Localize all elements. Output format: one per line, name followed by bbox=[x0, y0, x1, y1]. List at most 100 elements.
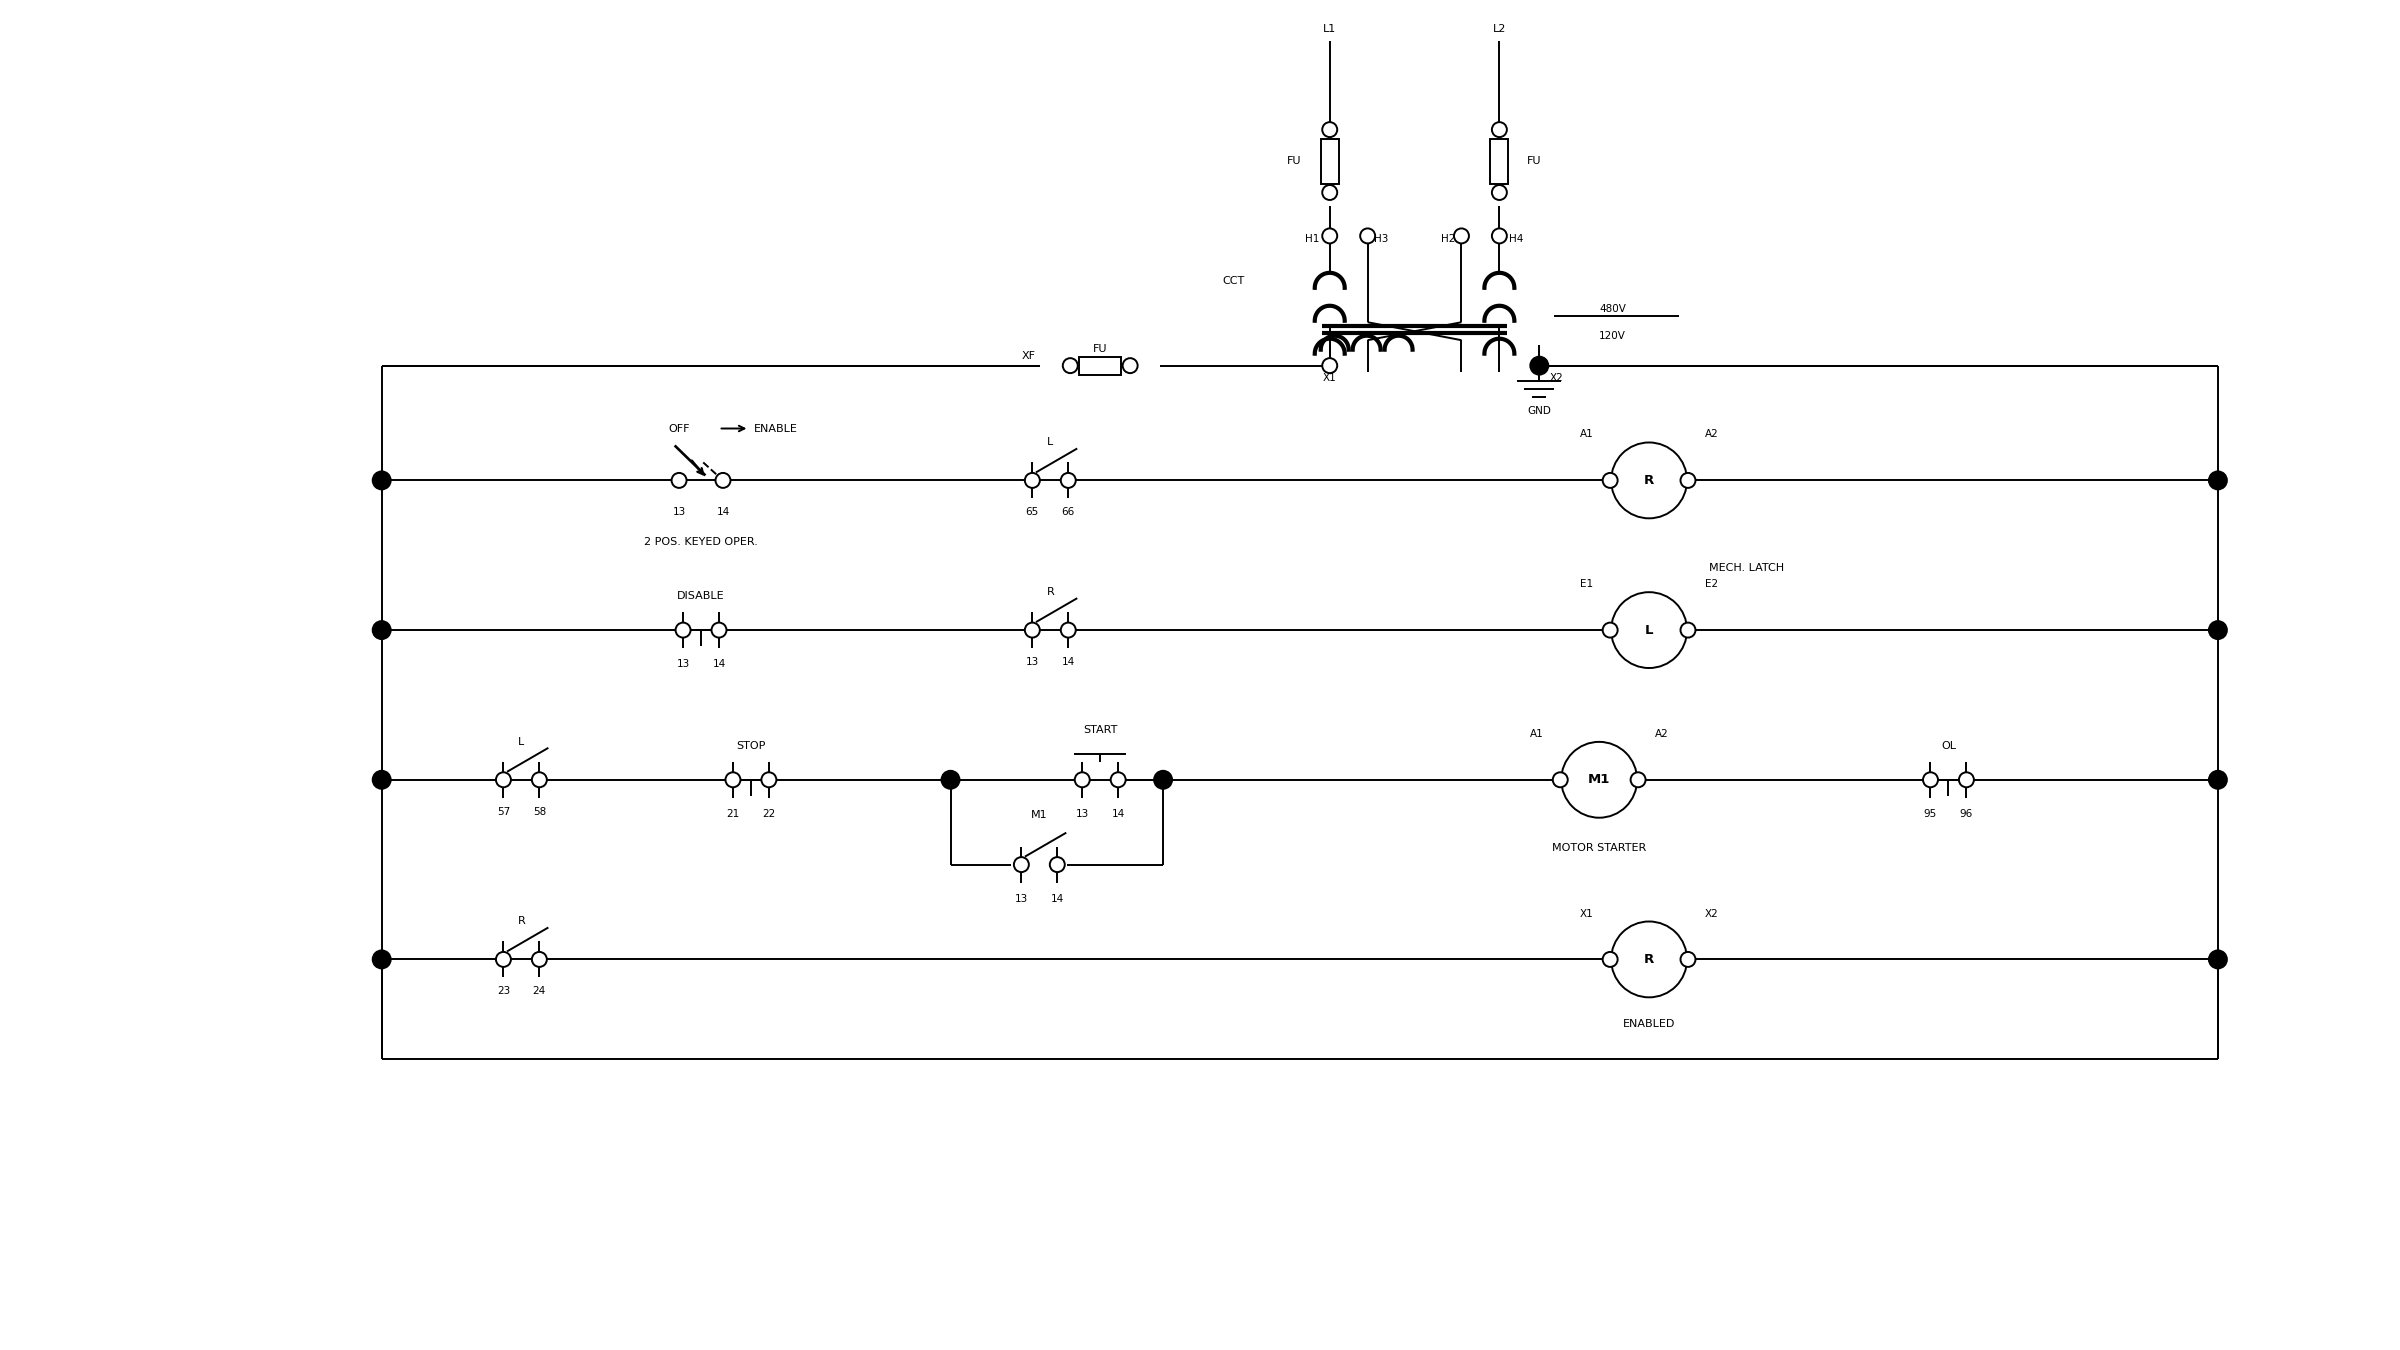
Text: OL: OL bbox=[1942, 741, 1956, 751]
Circle shape bbox=[497, 952, 511, 967]
Text: H4: H4 bbox=[1510, 234, 1524, 244]
Text: L1: L1 bbox=[1322, 24, 1337, 34]
Circle shape bbox=[2208, 621, 2227, 639]
Circle shape bbox=[1322, 358, 1337, 373]
Text: 13: 13 bbox=[1025, 657, 1039, 667]
Circle shape bbox=[1061, 472, 1075, 487]
Bar bbox=[1490, 139, 1507, 184]
Text: 65: 65 bbox=[1025, 508, 1039, 517]
Circle shape bbox=[533, 772, 547, 787]
Text: R: R bbox=[518, 917, 526, 926]
Text: X2: X2 bbox=[1704, 909, 1718, 918]
Circle shape bbox=[1049, 857, 1066, 872]
Circle shape bbox=[1680, 952, 1694, 967]
Circle shape bbox=[1361, 228, 1375, 243]
Circle shape bbox=[1025, 622, 1039, 637]
Circle shape bbox=[710, 622, 727, 637]
Text: 14: 14 bbox=[715, 508, 730, 517]
Circle shape bbox=[2208, 771, 2227, 788]
Text: 13: 13 bbox=[672, 508, 686, 517]
Text: A2: A2 bbox=[1656, 729, 1668, 738]
Text: L: L bbox=[1046, 437, 1054, 447]
Text: H1: H1 bbox=[1306, 234, 1320, 244]
Circle shape bbox=[1531, 358, 1546, 373]
Circle shape bbox=[372, 950, 391, 968]
Circle shape bbox=[1322, 185, 1337, 200]
Text: START: START bbox=[1082, 725, 1118, 734]
Text: ENABLED: ENABLED bbox=[1622, 1019, 1675, 1029]
Circle shape bbox=[941, 771, 960, 788]
Circle shape bbox=[1603, 952, 1618, 967]
Circle shape bbox=[1154, 771, 1171, 788]
Text: A1: A1 bbox=[1529, 729, 1543, 738]
Text: 23: 23 bbox=[497, 987, 511, 996]
Bar bbox=[1080, 356, 1121, 374]
Circle shape bbox=[1322, 122, 1337, 138]
Text: 13: 13 bbox=[677, 659, 689, 670]
Text: 24: 24 bbox=[533, 987, 545, 996]
Text: L2: L2 bbox=[1493, 24, 1507, 34]
Circle shape bbox=[1123, 358, 1138, 373]
Circle shape bbox=[672, 472, 686, 487]
Circle shape bbox=[674, 622, 691, 637]
Text: M1: M1 bbox=[1589, 774, 1610, 786]
Circle shape bbox=[1630, 772, 1646, 787]
Text: MECH. LATCH: MECH. LATCH bbox=[1709, 563, 1783, 574]
Circle shape bbox=[1958, 772, 1973, 787]
Text: ENABLE: ENABLE bbox=[754, 424, 797, 433]
Text: 13: 13 bbox=[1075, 809, 1090, 818]
Text: FU: FU bbox=[1286, 157, 1301, 166]
Text: DISABLE: DISABLE bbox=[677, 591, 725, 601]
Circle shape bbox=[1553, 772, 1567, 787]
Circle shape bbox=[715, 472, 730, 487]
Text: 14: 14 bbox=[1061, 657, 1075, 667]
Text: L: L bbox=[518, 737, 526, 747]
Circle shape bbox=[1603, 472, 1618, 487]
Circle shape bbox=[1454, 228, 1469, 243]
Circle shape bbox=[1562, 743, 1637, 818]
Text: 58: 58 bbox=[533, 807, 545, 817]
Text: X1: X1 bbox=[1322, 373, 1337, 382]
Text: 21: 21 bbox=[727, 809, 739, 818]
Text: R: R bbox=[1046, 587, 1054, 597]
Circle shape bbox=[1013, 857, 1030, 872]
Text: M1: M1 bbox=[1032, 810, 1049, 819]
Circle shape bbox=[1322, 228, 1337, 243]
Circle shape bbox=[2208, 950, 2227, 968]
Text: 14: 14 bbox=[1051, 894, 1063, 903]
Text: H2: H2 bbox=[1440, 234, 1454, 244]
Circle shape bbox=[1610, 922, 1687, 998]
Text: STOP: STOP bbox=[737, 741, 766, 751]
Text: GND: GND bbox=[1526, 405, 1550, 416]
Text: H3: H3 bbox=[1373, 234, 1387, 244]
Text: FU: FU bbox=[1526, 157, 1541, 166]
Circle shape bbox=[372, 771, 391, 788]
Circle shape bbox=[1111, 772, 1126, 787]
Circle shape bbox=[1025, 472, 1039, 487]
Circle shape bbox=[725, 772, 742, 787]
Circle shape bbox=[1610, 593, 1687, 668]
Text: 2 POS. KEYED OPER.: 2 POS. KEYED OPER. bbox=[643, 537, 758, 547]
Text: R: R bbox=[1644, 953, 1654, 965]
Circle shape bbox=[1603, 622, 1618, 637]
Text: X1: X1 bbox=[1579, 909, 1594, 918]
Text: 480V: 480V bbox=[1598, 304, 1627, 313]
Circle shape bbox=[1061, 622, 1075, 637]
Circle shape bbox=[2208, 471, 2227, 490]
Circle shape bbox=[1680, 472, 1694, 487]
Text: 95: 95 bbox=[1925, 809, 1937, 818]
Text: OFF: OFF bbox=[667, 424, 689, 433]
Text: XF: XF bbox=[1022, 351, 1034, 360]
Circle shape bbox=[1610, 443, 1687, 518]
Text: A2: A2 bbox=[1704, 429, 1718, 440]
Text: FU: FU bbox=[1092, 344, 1106, 354]
Text: E2: E2 bbox=[1704, 579, 1718, 589]
Bar bbox=[1320, 139, 1339, 184]
Circle shape bbox=[1922, 772, 1937, 787]
Circle shape bbox=[497, 772, 511, 787]
Text: 66: 66 bbox=[1061, 508, 1075, 517]
Circle shape bbox=[1063, 358, 1078, 373]
Circle shape bbox=[1493, 122, 1507, 138]
Circle shape bbox=[1075, 772, 1090, 787]
Text: MOTOR STARTER: MOTOR STARTER bbox=[1553, 842, 1646, 853]
